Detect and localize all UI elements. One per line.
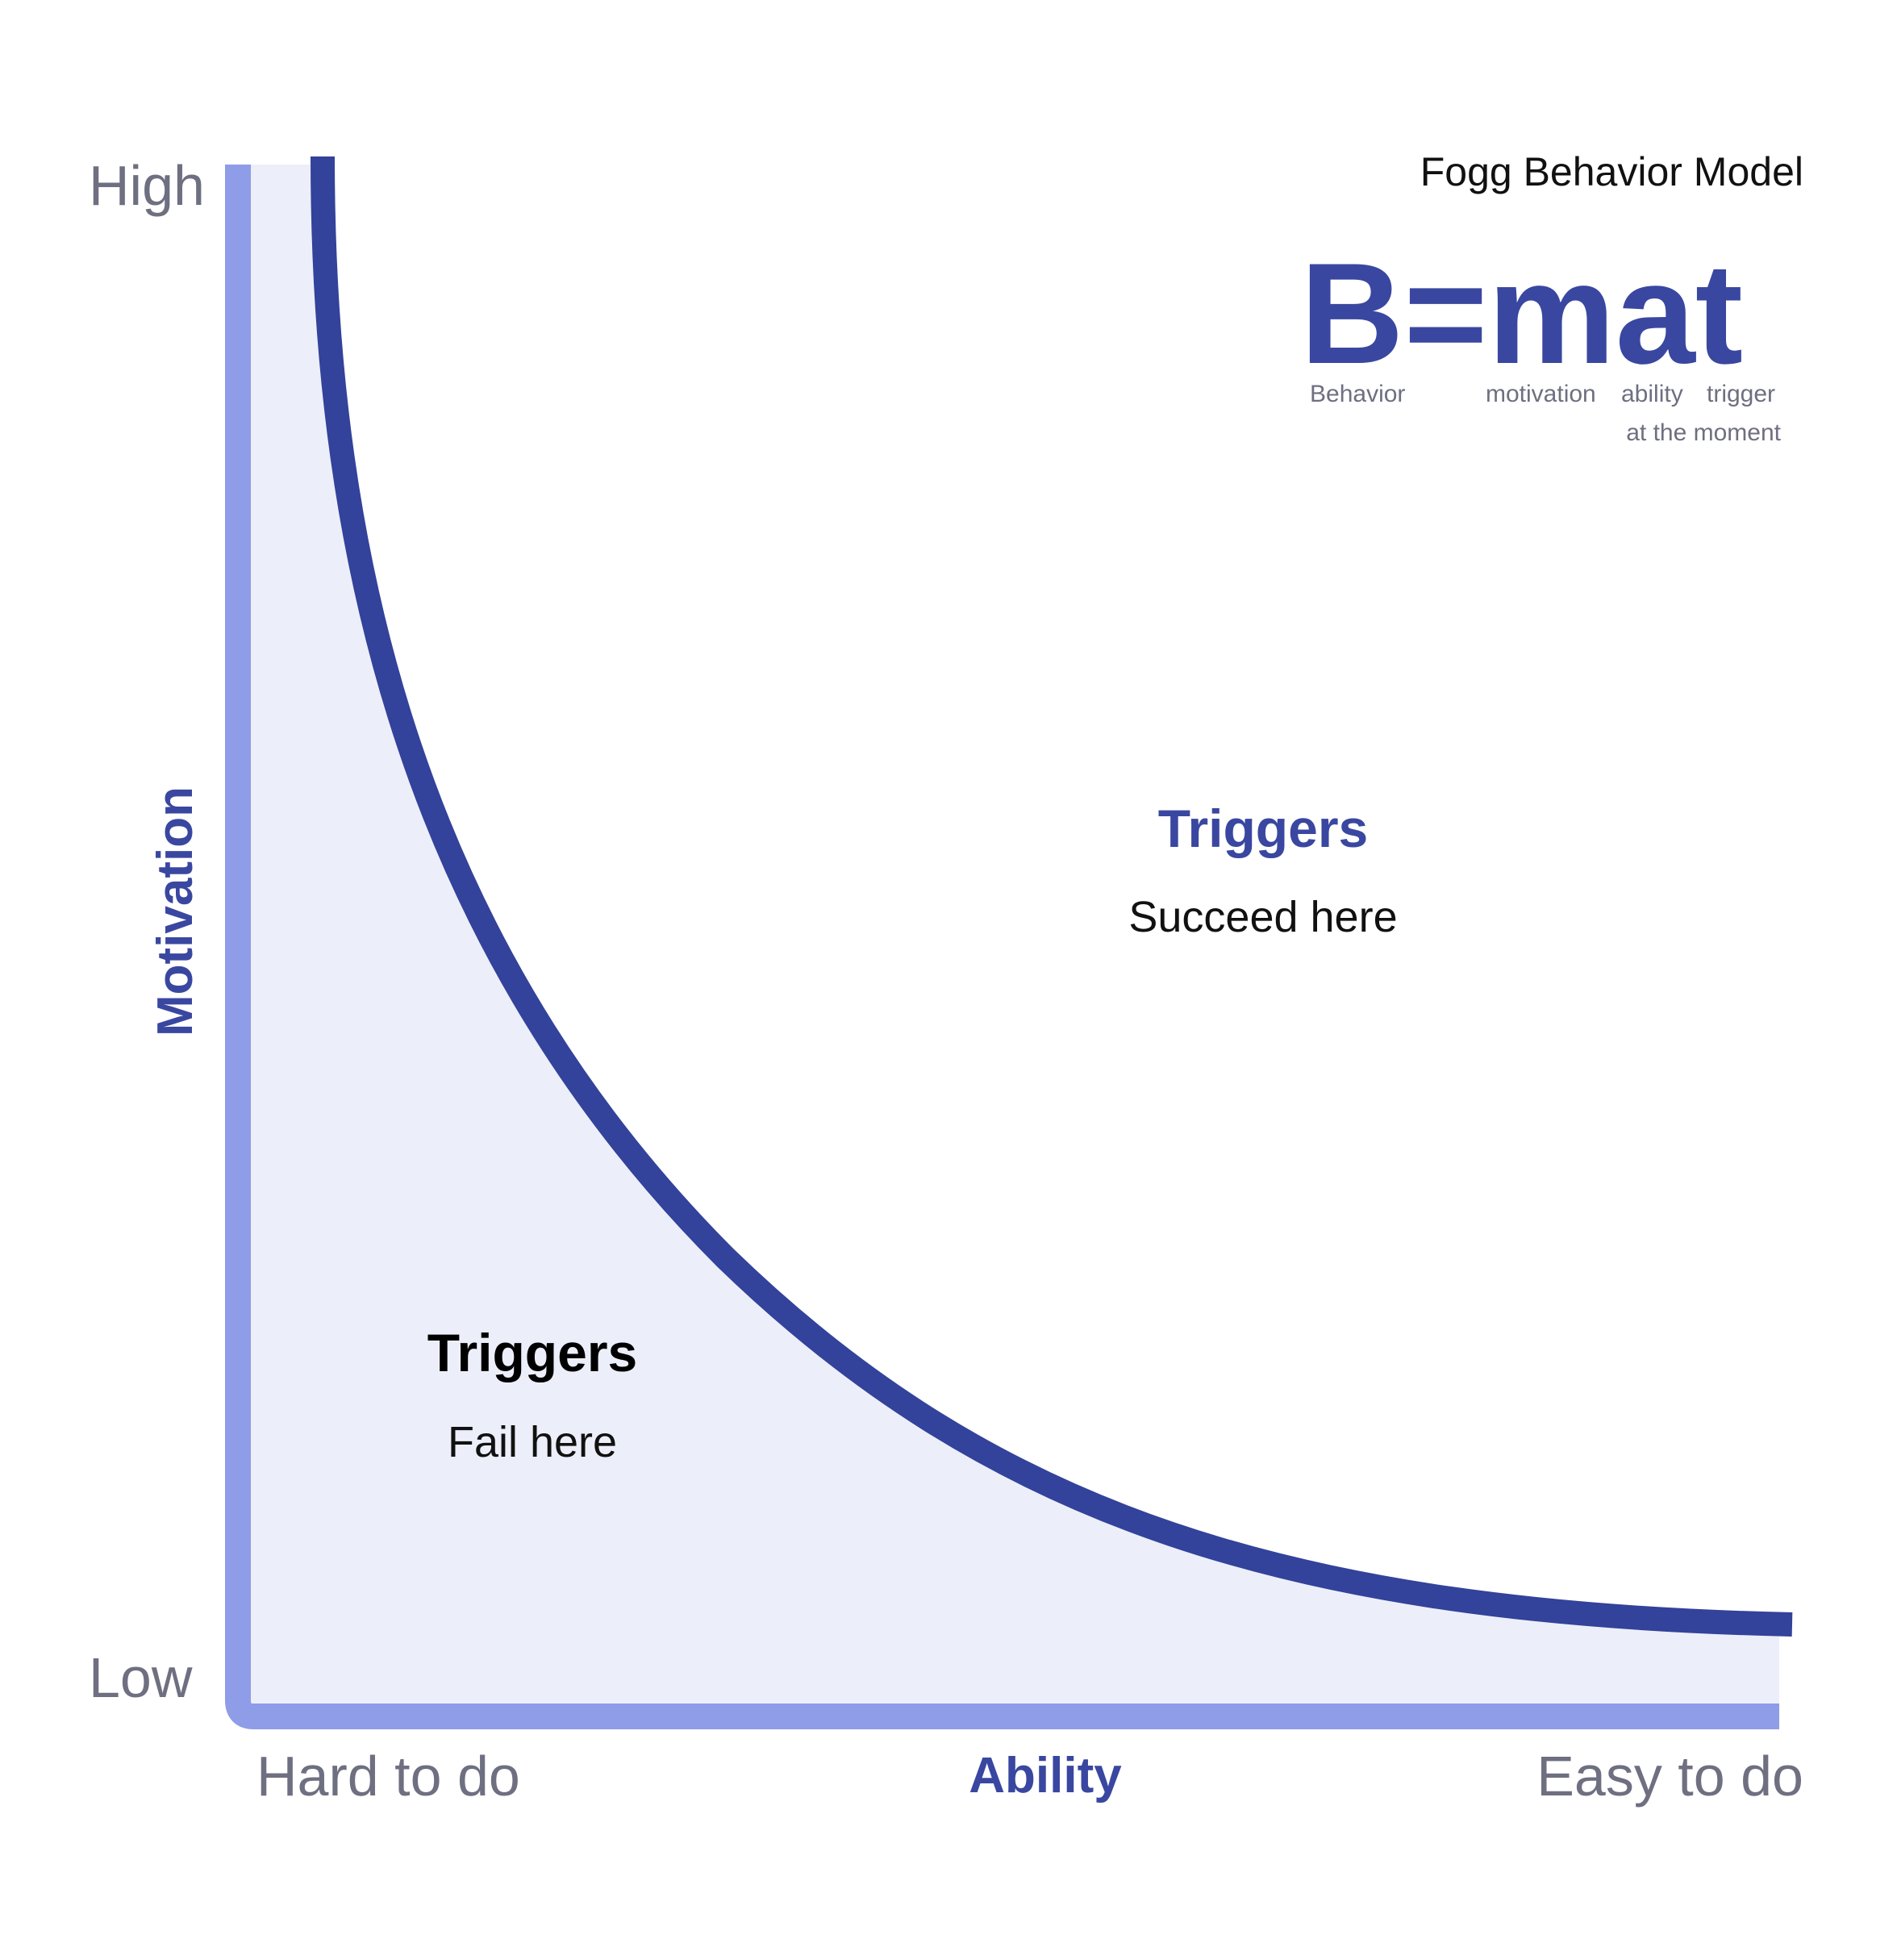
x-axis-title: Ability: [969, 1748, 1122, 1804]
formula: B=mat: [1300, 233, 1743, 394]
fail-region-fill: [248, 165, 1779, 1705]
x-axis-high-label: Easy to do: [1536, 1745, 1803, 1808]
y-axis-title: Motivation: [148, 786, 203, 1036]
legend-motivation: motivation: [1486, 381, 1596, 407]
fail-zone-title: Triggers: [427, 1323, 637, 1382]
action-line-curve: [311, 156, 1793, 1637]
axes: [225, 165, 1779, 1729]
legend-trigger-note: at the moment: [1626, 419, 1781, 446]
y-axis-line: [225, 165, 1779, 1729]
fail-zone-subtitle: Fail here: [448, 1418, 617, 1466]
x-axis-low-label: Hard to do: [256, 1745, 520, 1808]
model-title: Fogg Behavior Model: [1420, 149, 1803, 194]
succeed-zone-title: Triggers: [1158, 799, 1368, 858]
legend-ability: ability: [1621, 381, 1683, 407]
y-axis-high-label: High: [89, 154, 205, 217]
legend-behavior: Behavior: [1310, 381, 1405, 407]
succeed-zone-subtitle: Succeed here: [1128, 893, 1397, 941]
legend-trigger: trigger: [1707, 381, 1775, 407]
y-axis-low-label: Low: [89, 1646, 193, 1709]
